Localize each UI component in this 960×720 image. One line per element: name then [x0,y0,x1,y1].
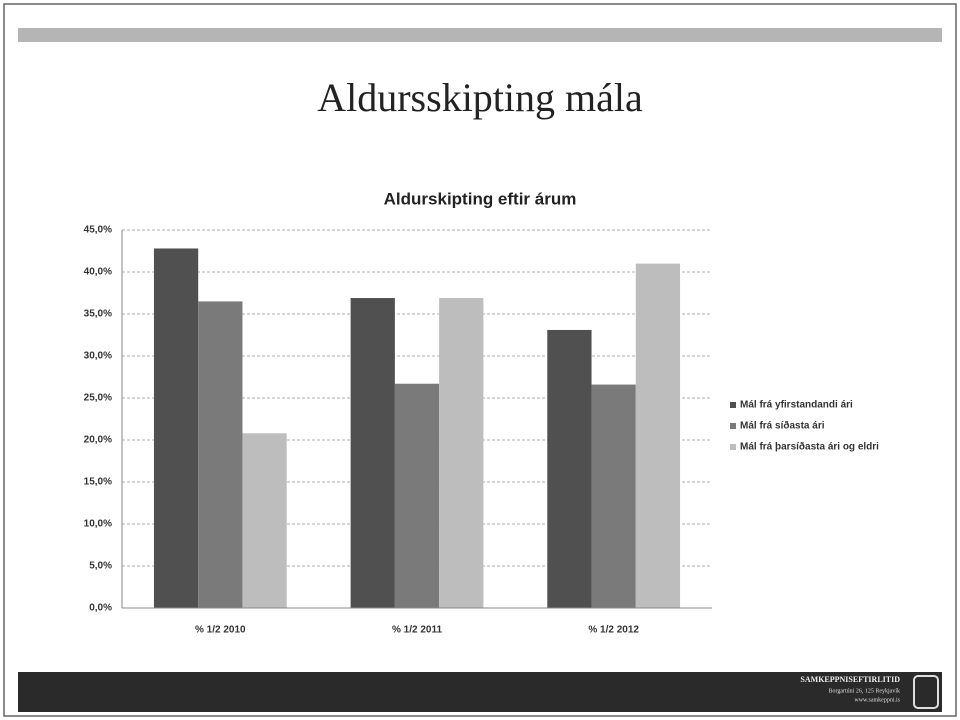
footer-url: www.samkeppni.is [854,697,900,703]
y-tick-label: 30,0% [84,351,112,362]
footer-name: SAMKEPPNISEFTIRLITID [800,675,900,684]
bar [591,384,636,608]
legend-swatch [730,402,736,408]
bar [439,298,484,608]
slide-title: Aldursskipting mála [317,75,643,120]
y-tick-label: 20,0% [84,435,112,446]
bar [394,383,440,608]
y-tick-label: 45,0% [84,225,112,236]
legend-label: Mál frá þarsíðasta ári og eldri [740,441,879,453]
x-tick-label: % 1/2 2012 [588,625,639,636]
legend-swatch [730,423,736,429]
y-tick-label: 40,0% [84,267,112,278]
bar [547,329,592,608]
x-tick-label: % 1/2 2010 [195,625,246,636]
bar [242,433,287,608]
legend-label: Mál frá síðasta ári [740,420,825,432]
footer-address: Borgartúni 26, 125 Reykjavík [828,688,900,694]
y-tick-label: 10,0% [84,519,112,530]
x-tick-label: % 1/2 2011 [392,625,442,636]
y-tick-label: 35,0% [84,309,112,320]
bar [635,263,681,608]
bar [350,298,395,608]
footer-bar [18,672,942,712]
legend-swatch [730,444,736,450]
bar [153,248,199,609]
footer-logo [913,675,939,709]
legend-label: Mál frá yfirstandandi ári [740,400,853,411]
chart-title: Aldurskipting eftir árum [384,189,577,208]
y-tick-label: 0,0% [89,603,112,614]
y-tick-label: 25,0% [84,393,112,404]
y-tick-label: 5,0% [89,561,112,572]
top-stripe [18,28,942,42]
y-tick-label: 15,0% [84,477,112,488]
bar [198,301,243,608]
